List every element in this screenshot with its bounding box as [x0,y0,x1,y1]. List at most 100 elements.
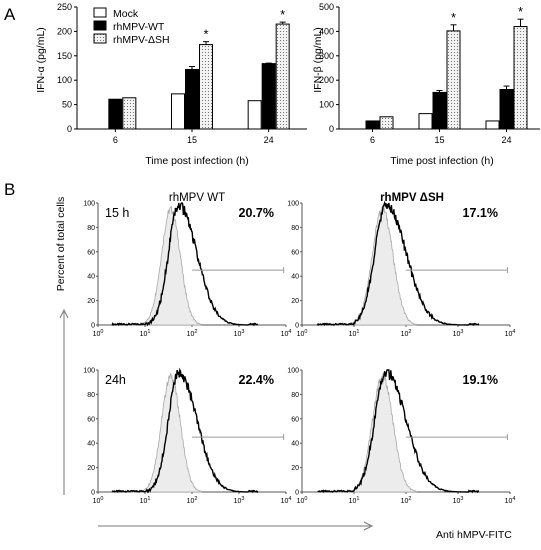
time-label: 24h [105,373,126,387]
y-tick-label: 200 [57,26,72,36]
bar-wt [432,91,447,130]
percent-label: 20.7% [239,206,274,220]
panel-label-b: B [4,180,15,199]
bar-dsh [446,30,461,130]
y-tick-label: 500 [319,2,334,12]
hist-y-tick-label: 100 [83,368,95,375]
y-tick-label: 100 [57,75,72,85]
hist-y-tick-label: 20 [87,465,95,472]
hist-y-tick-label: 100 [287,368,299,375]
hist-x-tick-label: 103 [453,329,464,338]
histogram-panel: 0 20 40 60 80 100 100 101 102 103 104 19.1% [287,368,515,506]
hist-y-tick-label: 20 [291,465,299,472]
panel-label-a: A [4,5,16,24]
legend-swatch-mock [93,7,107,18]
sample-histogram [111,202,259,327]
histogram-panel: 0 20 40 60 80 100 100 101 102 103 104 15 h 20.7% [83,201,291,339]
control-histogram [333,373,417,493]
hist-col-title-dsh: rhMPV ΔSH [380,192,444,204]
bar-wt [499,88,514,130]
hist-y-tick-label: 20 [87,298,95,305]
x-arrow-head [363,521,374,531]
bar-dsh [379,116,394,130]
histogram-panel: 0 20 40 60 80 100 100 101 102 103 104 24h 22.4% [83,367,292,505]
ifn-alpha-chart: IFN-α (pg/mL) Time post infection (h) 0 5… [35,2,307,167]
time-label: 15 h [105,206,129,220]
bar-mock [247,100,262,130]
bar-wt [185,68,199,130]
hist-x-tick-label: 100 [297,496,308,505]
bar-wt [365,120,380,130]
hist-y-tick-label: 100 [83,201,95,208]
hist-x-tick-label: 102 [401,496,412,505]
bar-dsh [275,23,290,130]
hist-y-tick-label: 0 [295,490,299,497]
x-tick-label: 6 [370,135,375,145]
y-tick-label: 50 [62,100,72,110]
hist-y-tick-label: 0 [91,323,95,330]
y-tick-label: 0 [67,124,72,134]
x-tick-label: 15 [434,135,444,145]
hist-y-tick-label: 40 [87,274,95,281]
percent-label: 17.1% [463,206,498,220]
y-tick-label: 100 [319,100,334,110]
bar-wt [108,98,123,130]
y-tick-label: 200 [319,75,334,85]
hist-y-tick-label: 60 [87,249,95,256]
significance-star: * [518,4,523,19]
x-tick-label: 15 [187,135,197,145]
y-arrow-head [59,308,69,319]
x-tick-label: 24 [264,135,274,145]
significance-star: * [280,7,285,22]
hist-x-tick-label: 102 [401,329,412,338]
hist-y-tick-label: 40 [291,274,299,281]
hist-x-tick-label: 101 [140,329,151,338]
hist-x-tick-label: 103 [234,329,245,338]
hist-y-tick-label: 80 [291,392,299,399]
y-tick-label: 0 [329,124,334,134]
significance-star: * [451,10,456,25]
y-tick-label: 400 [319,26,334,36]
hist-xlabel: Anti hMPV-FITC [436,529,512,541]
hist-x-tick-label: 102 [187,329,198,338]
hist-y-tick-label: 40 [87,441,95,448]
y-tick-label: 300 [319,51,334,61]
y-tick-label: 250 [57,2,72,12]
percent-label: 22.4% [239,373,274,387]
sample-histogram [316,200,480,327]
legend: Mock rhMPV-WT rhMPV-ΔSH [93,7,170,46]
sample-histogram [111,367,259,494]
legend-label-mock: Mock [113,8,139,20]
sample-histogram [317,369,480,494]
hist-x-tick-label: 101 [140,496,151,505]
hist-x-tick-label: 104 [281,496,292,505]
ifn-alpha-ylabel: IFN-α (pg/mL) [35,27,47,93]
hist-x-tick-label: 100 [93,496,104,505]
hist-x-tick-label: 100 [93,329,104,338]
hist-axis-arrows [59,308,374,531]
ifn-alpha-bars: ** [108,7,290,130]
legend-label-dsh: rhMPV-ΔSH [113,34,170,46]
hist-x-tick-label: 104 [281,329,292,338]
hist-x-tick-label: 100 [297,329,308,338]
bar-mock [171,93,185,130]
hist-y-tick-label: 100 [287,201,299,208]
legend-swatch-wt [93,20,107,31]
hist-y-tick-label: 80 [87,225,95,232]
hist-x-tick-label: 101 [349,496,360,505]
hist-y-tick-label: 0 [295,323,299,330]
hist-x-tick-label: 103 [234,496,245,505]
hist-col-title-wt: rhMPV WT [169,192,225,204]
hist-x-tick-label: 104 [505,329,516,338]
y-tick-label: 150 [57,51,72,61]
hist-y-tick-label: 60 [87,416,95,423]
significance-star: * [203,27,208,42]
ifn-beta-bars: * * [365,4,528,130]
percent-label: 19.1% [463,373,498,387]
x-tick-label: 6 [113,135,118,145]
hist-y-tick-label: 60 [291,249,299,256]
hist-x-tick-label: 101 [349,329,360,338]
bar-dsh [199,44,213,130]
ifn-alpha-xlabel: Time post infection (h) [145,155,248,167]
